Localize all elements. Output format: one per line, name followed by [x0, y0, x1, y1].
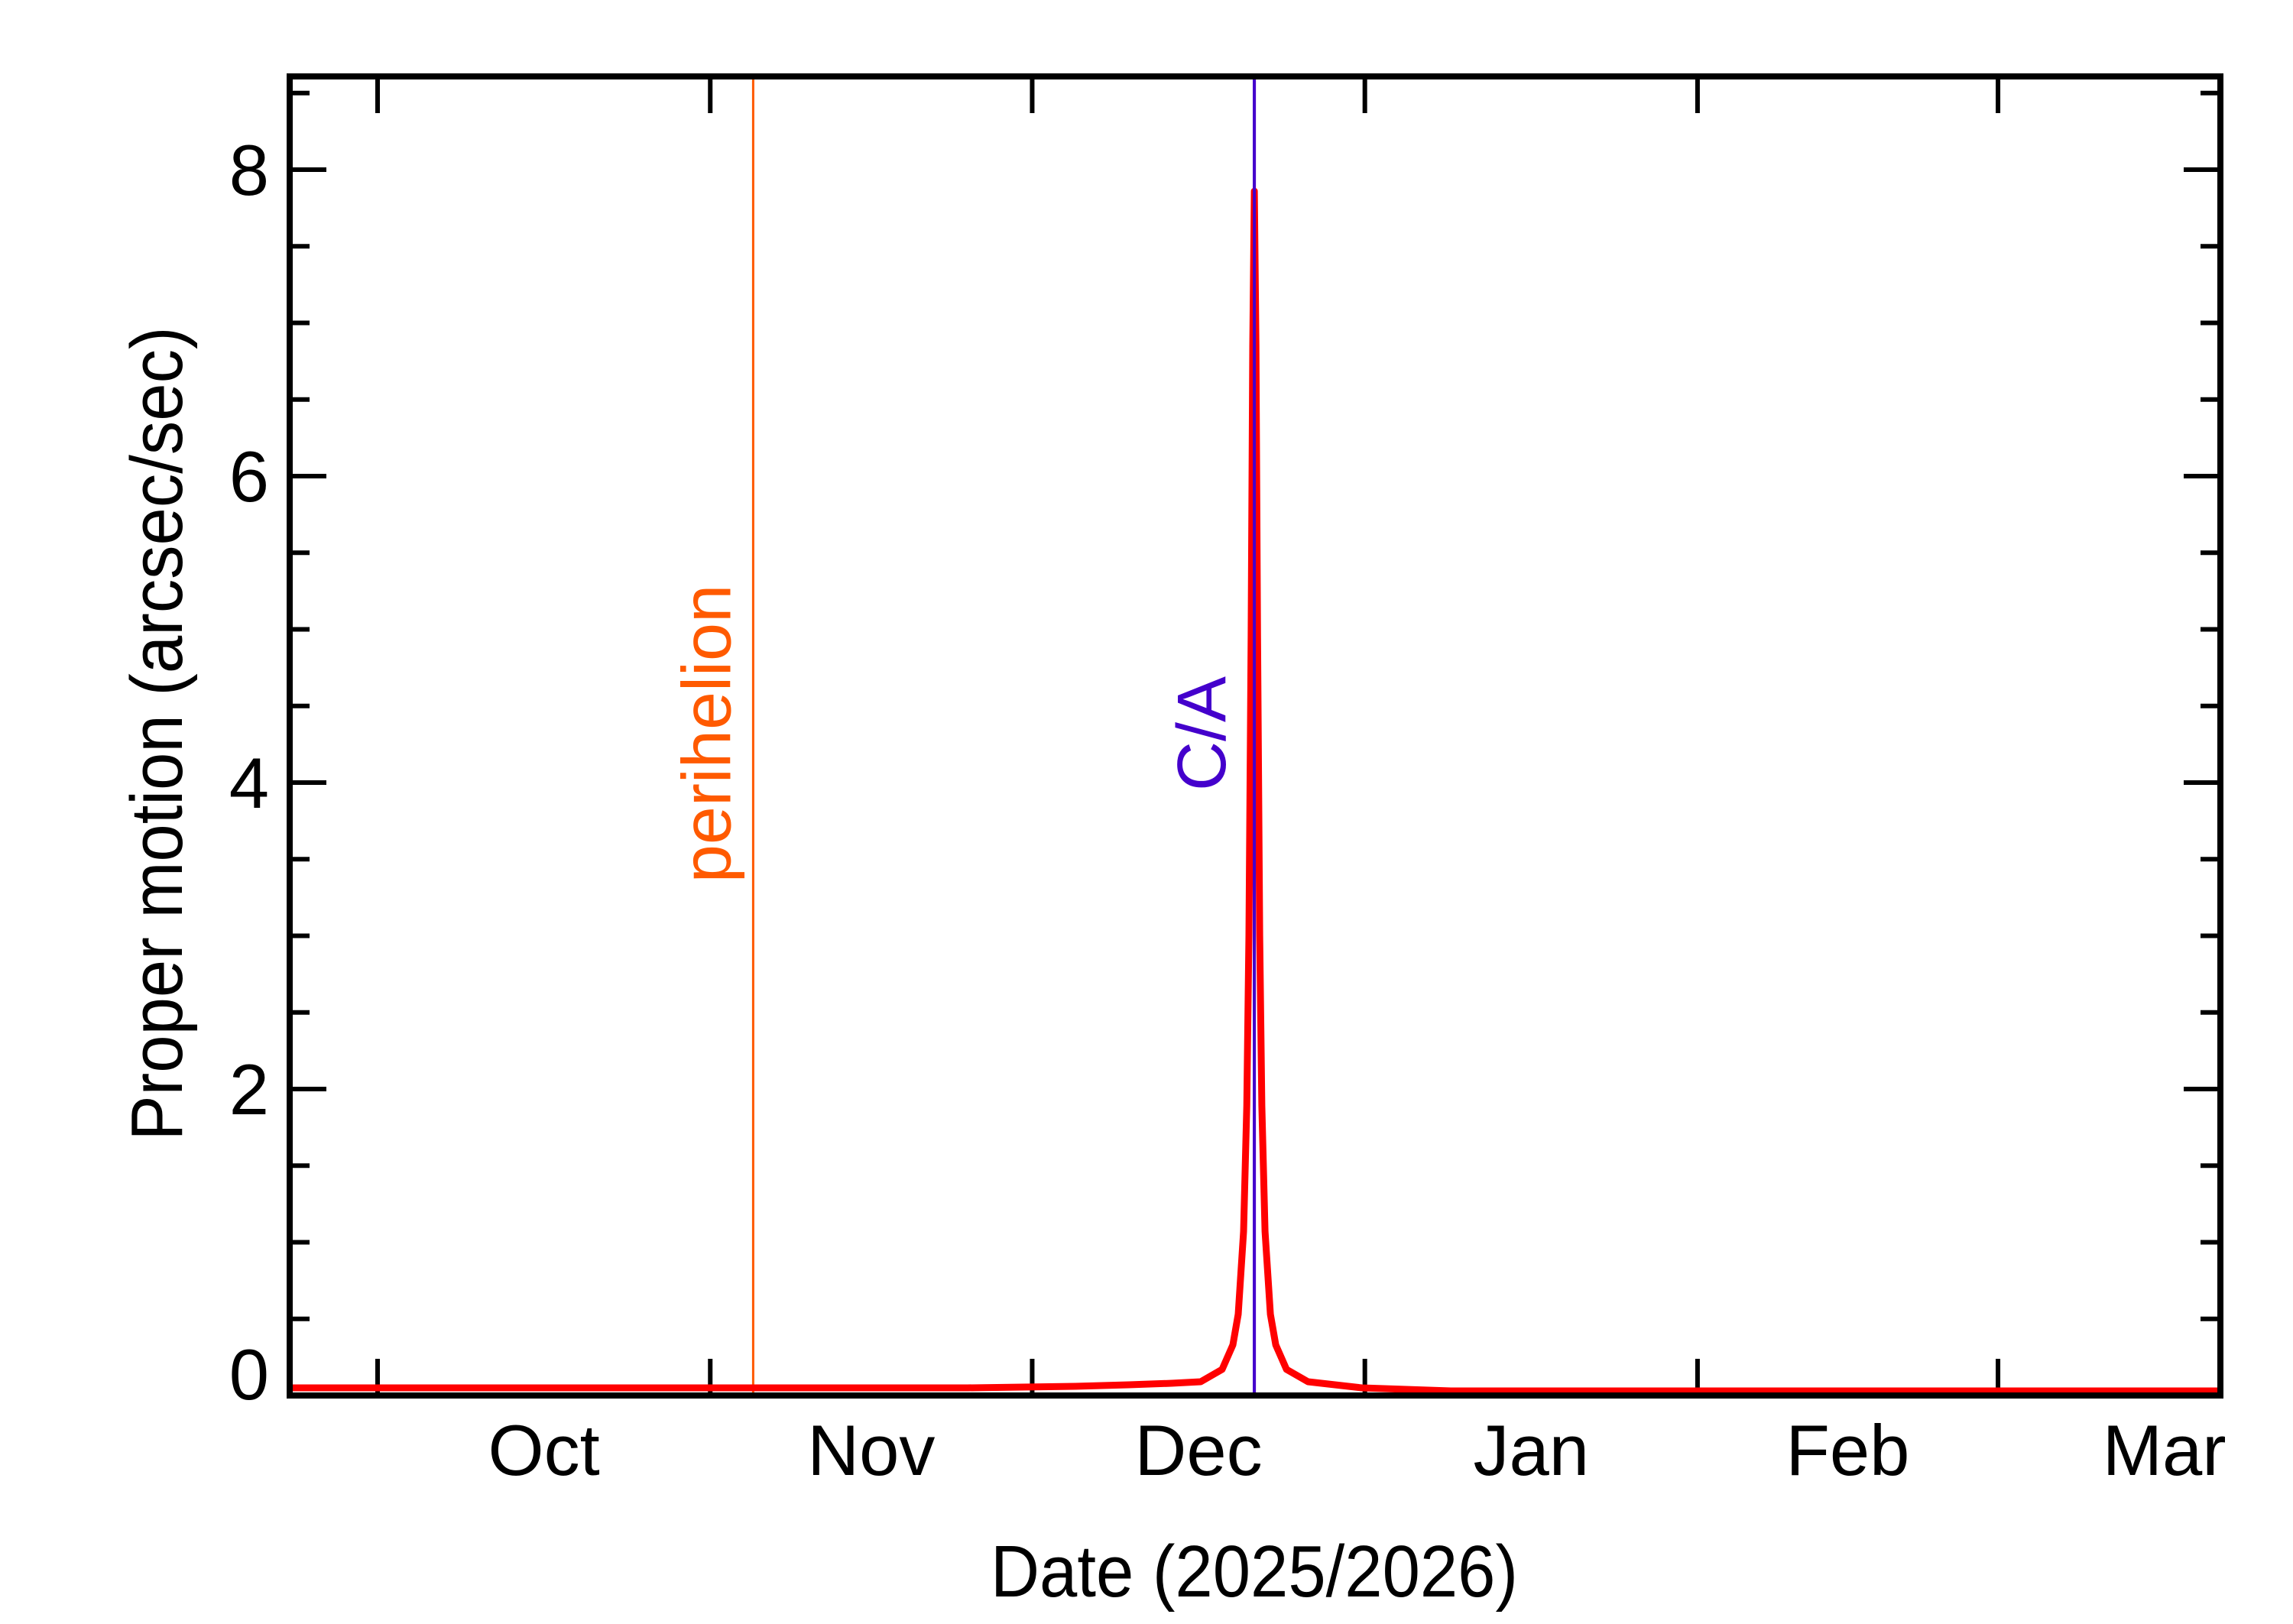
x-tick-label: Jan — [1474, 1410, 1590, 1490]
perihelion-label: perihelion — [669, 585, 745, 883]
x-tick-label: Oct — [488, 1410, 600, 1490]
x-tick-label: Nov — [807, 1410, 935, 1490]
y-tick-labels: 0 2 4 6 8 — [229, 130, 269, 1415]
y-tick-label: 6 — [229, 436, 269, 517]
y-axis-title: Proper motion (arcsec/sec) — [116, 327, 198, 1141]
proper-motion-curve — [288, 187, 2220, 1395]
x-axis-title: Date (2025/2026) — [991, 1531, 1518, 1613]
closest-approach-label: C/A — [1164, 676, 1241, 791]
x-tick-label: Mar — [2103, 1410, 2227, 1490]
y-tick-label: 8 — [229, 130, 269, 210]
x-tick-label: Feb — [1785, 1410, 1909, 1490]
x-tick-label: Dec — [1134, 1410, 1262, 1490]
y-tick-label: 2 — [229, 1049, 269, 1130]
y-tick-label: 0 — [229, 1334, 269, 1415]
y-tick-label: 4 — [229, 743, 269, 823]
plot-frame — [287, 73, 2223, 1399]
x-tick-labels: Oct Nov Dec Jan Feb Mar — [488, 1410, 2227, 1490]
